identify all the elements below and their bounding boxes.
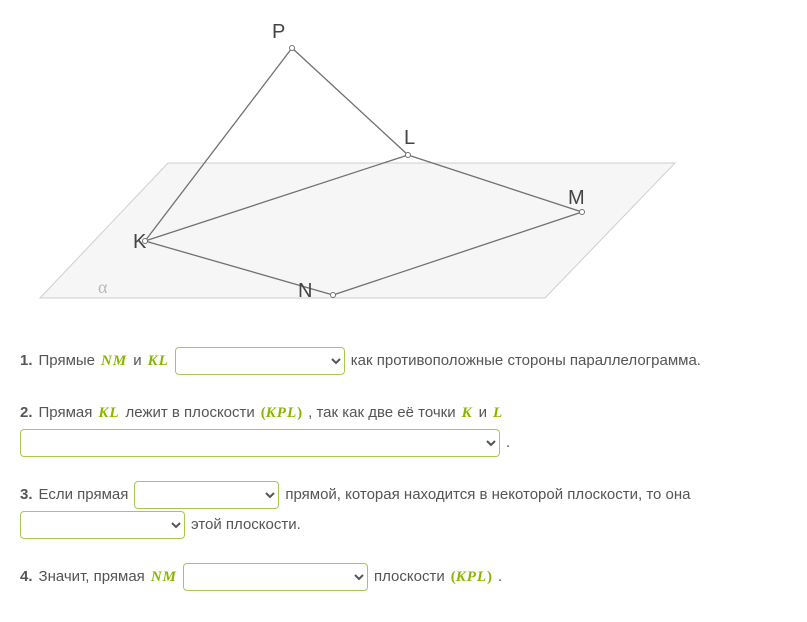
q3-text-3: этой плоскости. [191,510,301,540]
paren-close: ) [487,569,492,585]
q2-math-l: L [493,398,503,428]
q4-math-kpl: KPL [456,569,487,585]
question-2: 2. Прямая KL лежит в плоскости (KPL), та… [20,398,787,458]
q1-math-nm: NM [101,346,127,376]
q3-text-2: прямой, которая находится в некоторой пл… [285,480,690,510]
point-L [406,153,411,158]
q2-text-3: , так как две её точки [308,398,455,428]
label-L: L [404,127,415,149]
q2-number: 2. [20,398,33,428]
edge [292,48,408,155]
q3-dropdown-a[interactable] [134,481,279,509]
q2-dropdown[interactable] [20,429,500,457]
label-P: P [272,21,285,43]
q2-dot: . [506,428,510,458]
q1-text-2: и [133,346,141,376]
q3-dropdown-b[interactable] [20,511,185,539]
q2-math-kpl: KPL [266,405,297,421]
q2-text-2: лежит в плоскости [126,398,255,428]
question-1: 1. Прямые NM и KL как противоположные ст… [20,346,787,376]
q1-text-3: как противоположные стороны параллелогра… [351,346,701,376]
q1-text-1: Прямые [39,346,96,376]
q1-dropdown[interactable] [175,347,345,375]
point-M [580,210,585,215]
q1-math-kl: KL [148,346,169,376]
question-4: 4. Значит, прямая NM плоскости (KPL). [20,562,787,592]
q1-number: 1. [20,346,33,376]
q4-plane-kpl: (KPL) [451,562,492,592]
paren-close: ) [297,405,302,421]
q2-plane-kpl: (KPL) [261,398,302,428]
point-N [331,293,336,298]
q2-math-k: K [462,398,473,428]
q2-math-kl: KL [98,398,119,428]
label-M: M [568,187,585,209]
q4-dropdown[interactable] [183,563,368,591]
point-P [290,46,295,51]
q4-text-2: плоскости [374,562,445,592]
q4-math-nm: NM [151,562,177,592]
diagram-svg: α P L M K N [20,8,680,318]
q2-text-1: Прямая [39,398,93,428]
label-N: N [298,280,312,302]
q2-text-4: и [479,398,487,428]
alpha-label: α [98,277,108,297]
label-K: K [133,231,147,253]
q4-number: 4. [20,562,33,592]
q4-dot: . [498,562,502,592]
question-3: 3. Если прямая прямой, которая находится… [20,480,787,540]
q3-number: 3. [20,480,33,510]
q4-text-1: Значит, прямая [39,562,145,592]
geometry-diagram: α P L M K N [20,8,787,346]
q3-text-1: Если прямая [39,480,129,510]
